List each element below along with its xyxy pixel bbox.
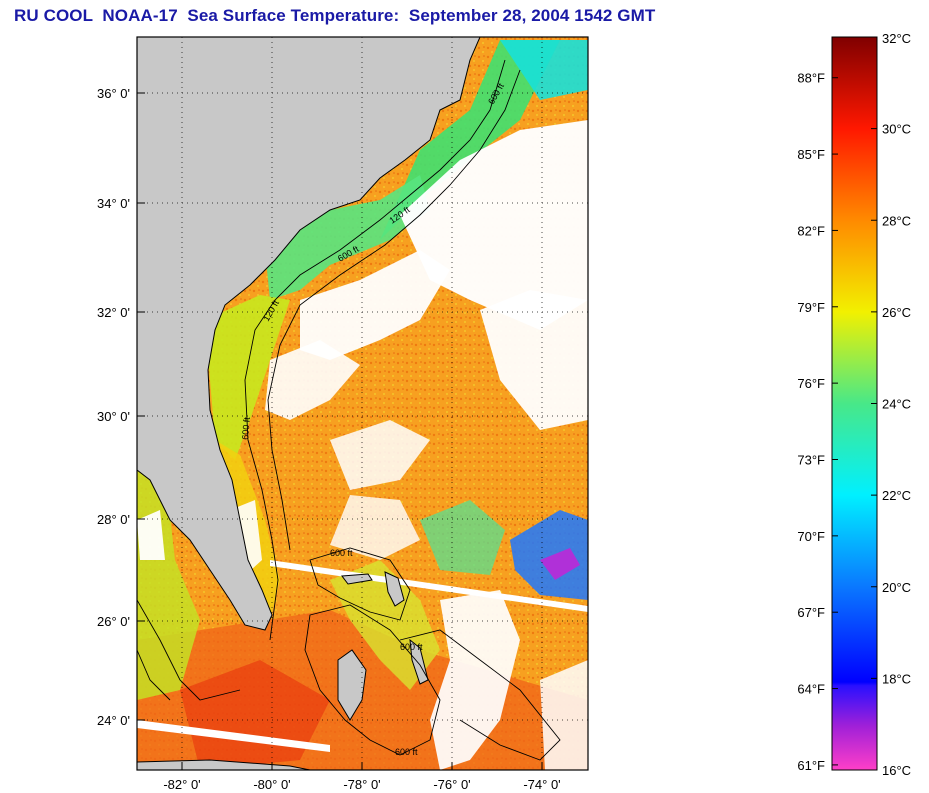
longitude-labels: -82° 0' -80° 0' -78° 0' -76° 0' -74° 0' (163, 777, 560, 792)
celsius-label: 16°C (882, 763, 911, 778)
land-abaco (384, 571, 405, 607)
fahrenheit-label: 85°F (797, 147, 825, 162)
fahrenheit-label: 73°F (797, 452, 825, 467)
graticule (137, 37, 588, 770)
shelf-water-carolinas (265, 175, 430, 300)
lon-label: -74° 0' (523, 777, 560, 792)
fahrenheit-label: 70°F (797, 529, 825, 544)
celsius-label: 18°C (882, 671, 911, 686)
fahrenheit-label: 88°F (797, 71, 825, 86)
map-ticks (137, 92, 543, 770)
celsius-label: 20°C (882, 580, 911, 595)
fahrenheit-label: 79°F (797, 300, 825, 315)
lat-label: 32° 0' (97, 305, 130, 320)
isobath-label: 600 ft (330, 548, 353, 558)
fahrenheit-label: 64°F (797, 682, 825, 697)
cool-water-core (540, 548, 580, 580)
colorbar-celsius-labels: 32°C 30°C 28°C 26°C 24°C 22°C 20°C 18°C 16°C (882, 31, 911, 778)
lat-label: 24° 0' (97, 713, 130, 728)
land-usa (137, 37, 481, 631)
cloud-cover (137, 120, 588, 770)
land-eleuthera (409, 638, 429, 685)
cool-water-patch (510, 510, 588, 600)
latitude-labels: 36° 0' 34° 0' 32° 0' 30° 0' 28° 0' 26° 0… (97, 86, 130, 728)
land-andros (337, 649, 367, 721)
page-title: RU COOL NOAA-17 Sea Surface Temperature:… (14, 6, 656, 25)
land-cuba (137, 759, 311, 770)
colorbar-gradient (831, 36, 878, 771)
sst-map: 600 ft 120 ft 600 ft 120 ft 600 ft 600 f… (137, 37, 588, 770)
celsius-label: 22°C (882, 488, 911, 503)
lat-label: 28° 0' (97, 512, 130, 527)
green-water-patch (420, 500, 505, 575)
lon-label: -82° 0' (163, 777, 200, 792)
lat-label: 36° 0' (97, 86, 130, 101)
fahrenheit-label: 82°F (797, 223, 825, 238)
fahrenheit-label: 61°F (797, 758, 825, 773)
isobath-label: 600 ft (240, 416, 252, 440)
colorbar-fahrenheit-labels: 88°F 85°F 82°F 79°F 76°F 73°F 70°F 67°F 64°F 61°F (797, 71, 825, 773)
fahrenheit-label: 67°F (797, 605, 825, 620)
lon-label: -76° 0' (433, 777, 470, 792)
land-grand-bahama (341, 573, 373, 585)
celsius-label: 30°C (882, 122, 911, 137)
lat-label: 26° 0' (97, 614, 130, 629)
isobath-label: 600 ft (395, 747, 418, 757)
fahrenheit-label: 76°F (797, 376, 825, 391)
isobath-contours (137, 59, 561, 761)
lat-label: 34° 0' (97, 196, 130, 211)
lon-label: -78° 0' (343, 777, 380, 792)
lon-label: -80° 0' (253, 777, 290, 792)
celsius-label: 28°C (882, 213, 911, 228)
colorbar-ticks (832, 36, 877, 771)
shelf-water-georgia (205, 295, 290, 460)
cyan-water-north (500, 40, 588, 100)
celsius-label: 32°C (882, 31, 911, 46)
lat-label: 30° 0' (97, 409, 130, 424)
celsius-label: 24°C (882, 397, 911, 412)
celsius-label: 26°C (882, 305, 911, 320)
colorbar: 88°F 85°F 82°F 79°F 76°F 73°F 70°F 67°F 64°F 61°F… (797, 31, 911, 778)
isobath-label: 600 ft (400, 642, 423, 652)
